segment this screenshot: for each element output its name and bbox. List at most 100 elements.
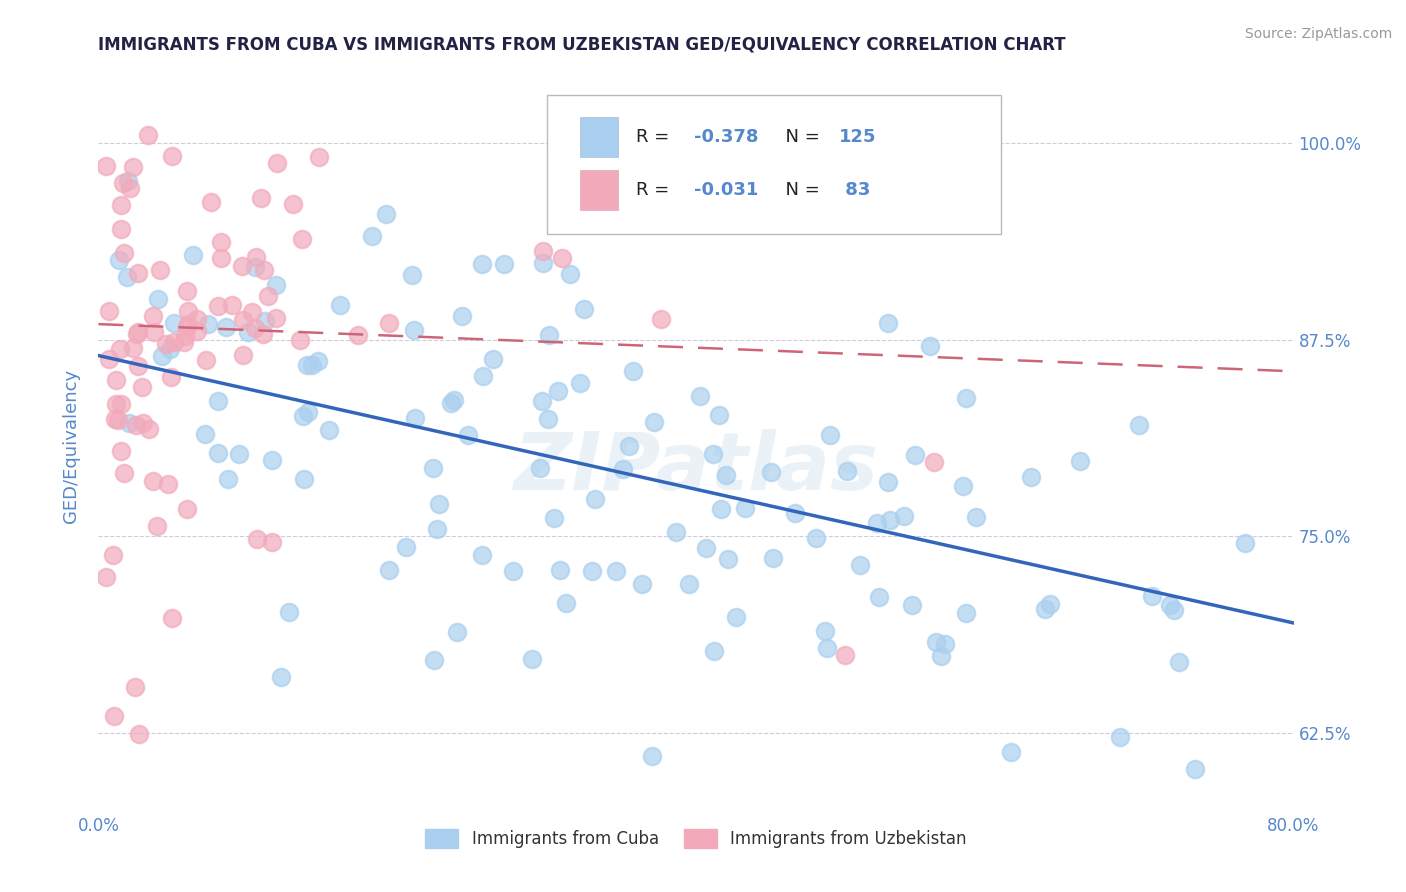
Point xyxy=(127,326,149,340)
Point xyxy=(1167,655,1189,669)
Point xyxy=(710,501,733,516)
Point xyxy=(347,327,370,342)
Point xyxy=(246,532,269,546)
Point xyxy=(159,370,181,384)
Point xyxy=(104,397,127,411)
Point xyxy=(110,444,132,458)
Point xyxy=(104,412,127,426)
Point xyxy=(759,466,782,480)
Point xyxy=(243,321,266,335)
Point xyxy=(117,174,139,188)
Point xyxy=(848,558,870,572)
Point xyxy=(537,328,560,343)
Point xyxy=(814,624,837,638)
Point xyxy=(278,605,301,619)
Point xyxy=(160,149,183,163)
Point xyxy=(1019,470,1042,484)
Point xyxy=(422,461,444,475)
FancyBboxPatch shape xyxy=(547,95,1001,234)
Point xyxy=(714,468,737,483)
Point xyxy=(1128,417,1150,432)
Point xyxy=(446,625,468,640)
Point xyxy=(536,411,558,425)
Point xyxy=(138,422,160,436)
Point xyxy=(291,232,314,246)
Point xyxy=(783,506,806,520)
Text: N =: N = xyxy=(773,128,825,146)
Point xyxy=(307,354,329,368)
Point xyxy=(162,317,184,331)
Point xyxy=(112,466,135,480)
Point xyxy=(457,428,479,442)
Point xyxy=(531,244,554,259)
Point xyxy=(124,680,146,694)
Point xyxy=(868,590,890,604)
Point xyxy=(402,323,425,337)
Point xyxy=(176,502,198,516)
Point xyxy=(678,576,700,591)
Point xyxy=(107,253,129,268)
Point xyxy=(443,393,465,408)
Point xyxy=(877,475,900,489)
Point xyxy=(640,749,662,764)
Point xyxy=(301,358,323,372)
Point xyxy=(401,268,423,283)
Point xyxy=(877,316,900,330)
Point xyxy=(270,670,292,684)
Point xyxy=(155,336,177,351)
Text: R =: R = xyxy=(637,181,675,199)
Point xyxy=(297,358,319,372)
Point xyxy=(1233,536,1256,550)
Point xyxy=(605,564,627,578)
Point xyxy=(142,309,165,323)
Point xyxy=(142,474,165,488)
Point xyxy=(110,396,132,410)
Point xyxy=(543,511,565,525)
Point xyxy=(103,709,125,723)
Point xyxy=(97,304,120,318)
Point xyxy=(232,313,254,327)
Point xyxy=(471,548,494,562)
Point xyxy=(1035,602,1057,616)
Point xyxy=(238,325,260,339)
Point xyxy=(427,497,450,511)
Text: R =: R = xyxy=(637,128,675,146)
Point xyxy=(1163,603,1185,617)
Point xyxy=(450,309,472,323)
Point xyxy=(702,447,724,461)
Y-axis label: GED/Equivalency: GED/Equivalency xyxy=(62,369,80,523)
FancyBboxPatch shape xyxy=(581,170,619,211)
Point xyxy=(260,453,283,467)
Point xyxy=(136,128,159,143)
Point xyxy=(228,447,250,461)
Point xyxy=(162,335,184,350)
Point xyxy=(177,317,200,331)
Point xyxy=(725,610,748,624)
Point xyxy=(925,634,948,648)
Point xyxy=(965,509,987,524)
Point xyxy=(176,285,198,299)
Point xyxy=(893,509,915,524)
Point xyxy=(207,299,229,313)
Point xyxy=(209,252,232,266)
Point xyxy=(531,393,554,408)
Point xyxy=(266,156,288,170)
Point xyxy=(174,329,197,343)
Point xyxy=(245,260,267,274)
Point xyxy=(377,563,399,577)
Point xyxy=(264,310,287,325)
Legend: Immigrants from Cuba, Immigrants from Uzbekistan: Immigrants from Cuba, Immigrants from Uz… xyxy=(419,822,973,855)
Point xyxy=(551,252,574,266)
Text: ZIPatlas: ZIPatlas xyxy=(513,429,879,507)
Point xyxy=(318,423,340,437)
Point xyxy=(918,339,941,353)
Point xyxy=(110,198,132,212)
Point xyxy=(375,207,398,221)
Point xyxy=(560,267,582,281)
Point xyxy=(231,260,253,274)
Point xyxy=(253,263,276,277)
Point xyxy=(547,384,569,399)
Point xyxy=(156,477,179,491)
Point xyxy=(94,159,117,173)
Point xyxy=(360,229,382,244)
